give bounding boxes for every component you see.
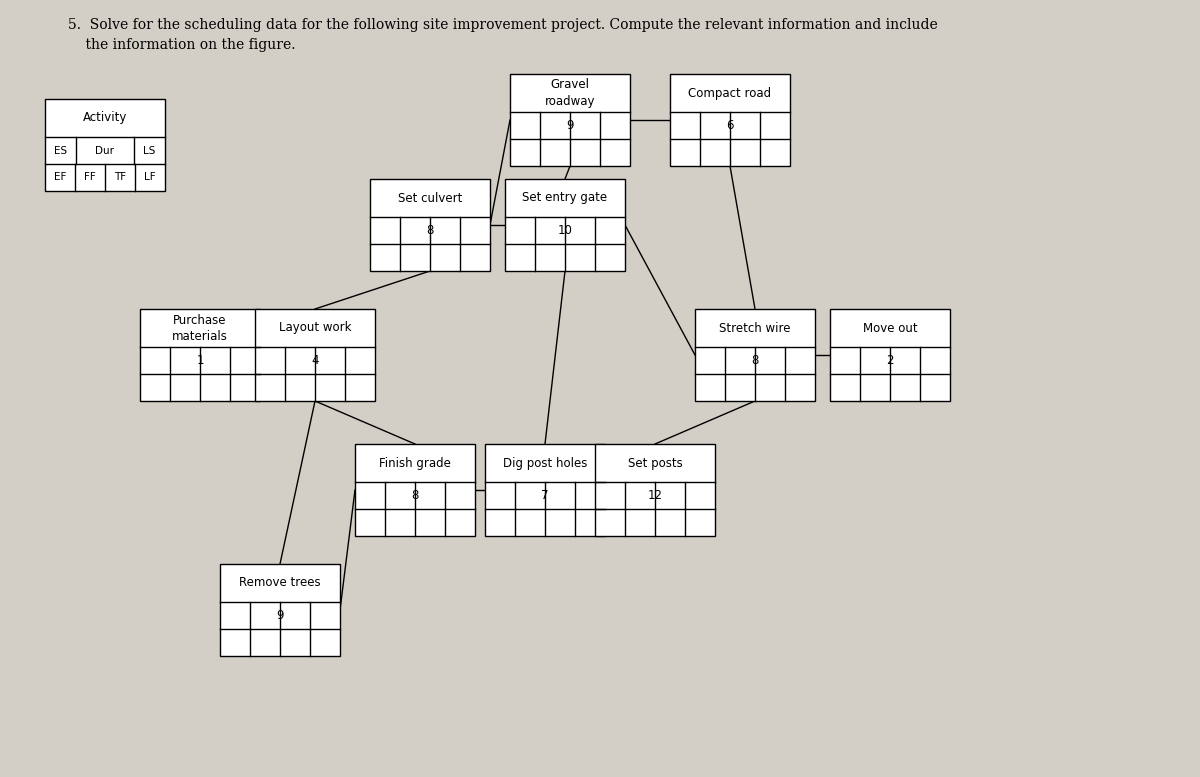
Text: 4: 4 (311, 354, 319, 367)
Text: Set culvert: Set culvert (398, 191, 462, 204)
Bar (595, 444, 715, 536)
Text: Activity: Activity (83, 112, 127, 124)
Text: Compact road: Compact road (689, 86, 772, 99)
Bar (140, 309, 260, 401)
Bar (220, 564, 340, 656)
Text: Gravel
roadway: Gravel roadway (545, 78, 595, 107)
Text: the information on the figure.: the information on the figure. (68, 38, 295, 52)
Text: 9: 9 (566, 119, 574, 132)
Bar (510, 74, 630, 166)
Bar (830, 309, 950, 401)
Text: Finish grade: Finish grade (379, 457, 451, 469)
Text: EF: EF (54, 172, 66, 183)
Text: Remove trees: Remove trees (239, 577, 320, 590)
Text: 1: 1 (197, 354, 204, 367)
Bar (670, 74, 790, 166)
Text: LF: LF (144, 172, 156, 183)
Text: Layout work: Layout work (278, 322, 352, 335)
Text: Set posts: Set posts (628, 457, 683, 469)
Text: 10: 10 (558, 224, 572, 237)
Text: FF: FF (84, 172, 96, 183)
Bar (505, 179, 625, 271)
Bar (256, 309, 374, 401)
Text: 12: 12 (648, 489, 662, 502)
Bar (485, 444, 605, 536)
Text: 2: 2 (887, 354, 894, 367)
Text: Set entry gate: Set entry gate (522, 191, 607, 204)
Text: TF: TF (114, 172, 126, 183)
Bar (370, 179, 490, 271)
Bar (46, 99, 166, 191)
Text: 7: 7 (541, 489, 548, 502)
Text: ES: ES (54, 145, 67, 155)
Text: 6: 6 (726, 119, 733, 132)
Text: Stretch wire: Stretch wire (719, 322, 791, 335)
Text: 8: 8 (426, 224, 433, 237)
Text: Dig post holes: Dig post holes (503, 457, 587, 469)
Text: Move out: Move out (863, 322, 917, 335)
Text: 8: 8 (412, 489, 419, 502)
Text: Purchase
materials: Purchase materials (172, 313, 228, 343)
Text: 5.  Solve for the scheduling data for the following site improvement project. Co: 5. Solve for the scheduling data for the… (68, 18, 937, 32)
Bar (695, 309, 815, 401)
Text: Dur: Dur (96, 145, 114, 155)
Text: 8: 8 (751, 354, 758, 367)
Bar (355, 444, 475, 536)
Text: LS: LS (143, 145, 156, 155)
Text: 9: 9 (276, 609, 283, 622)
